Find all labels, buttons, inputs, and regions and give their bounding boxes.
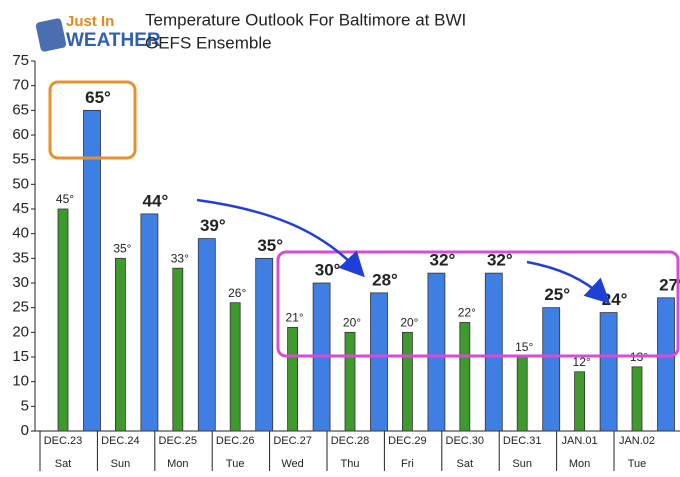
- y-tick-label: 75: [12, 52, 29, 69]
- arrow: [196, 198, 365, 278]
- data-label: 25°: [544, 285, 570, 304]
- bar: [631, 366, 643, 432]
- bar: [255, 257, 274, 432]
- x-day-label: Mon: [167, 458, 188, 470]
- bar: [459, 322, 471, 432]
- bar: [427, 272, 446, 432]
- highlight-box: [276, 250, 680, 358]
- x-day-label: Sun: [512, 458, 532, 470]
- y-tick-label: 50: [12, 175, 29, 192]
- y-tick-label: 10: [12, 373, 29, 390]
- x-tick-label: DEC.31: [503, 435, 542, 447]
- x-tick-label: DEC.30: [446, 435, 485, 447]
- bar: [197, 238, 216, 432]
- data-label: 65°: [85, 88, 111, 107]
- bar: [542, 307, 561, 432]
- x-tick-label: DEC.29: [388, 435, 427, 447]
- chart-title: Temperature Outlook For Baltimore at BWI: [145, 10, 466, 29]
- y-tick-label: 55: [12, 151, 29, 168]
- data-label: 45°: [56, 192, 74, 206]
- data-label: 28°: [372, 270, 398, 289]
- bar: [115, 257, 126, 432]
- x-tick-label: DEC.24: [101, 435, 140, 447]
- bar: [57, 208, 69, 432]
- highlight-box: [48, 80, 137, 160]
- x-day-label: Sat: [55, 458, 72, 470]
- x-tick-label: DEC.25: [159, 435, 198, 447]
- bar: [484, 272, 503, 432]
- data-label: 22°: [458, 306, 476, 320]
- data-label: 20°: [343, 316, 361, 330]
- data-label: 33°: [171, 251, 189, 265]
- data-label: 21°: [286, 311, 304, 325]
- y-tick-label: 35: [12, 249, 29, 266]
- y-tick-label: 0: [21, 422, 29, 439]
- bar: [287, 326, 299, 432]
- x-day-label: Tue: [226, 458, 245, 470]
- data-label: 32°: [430, 251, 456, 270]
- logo: Just In WEATHER: [35, 13, 161, 52]
- bar: [599, 312, 618, 432]
- x-day-label: Thu: [341, 458, 360, 470]
- y-tick-label: 15: [12, 348, 29, 365]
- data-label: 35°: [257, 236, 283, 255]
- x-day-label: Sat: [457, 458, 474, 470]
- x-day-label: Wed: [281, 458, 303, 470]
- x-tick-label: DEC.28: [331, 435, 370, 447]
- bar: [140, 213, 159, 432]
- x-day-label: Mon: [569, 458, 590, 470]
- data-label: 39°: [200, 216, 226, 235]
- bar: [229, 302, 241, 432]
- x-tick-label: DEC.26: [216, 435, 255, 447]
- bar: [344, 331, 356, 432]
- data-label: 44°: [143, 191, 169, 210]
- data-label: 26°: [228, 286, 246, 300]
- data-label: 35°: [113, 242, 131, 256]
- data-label: 32°: [487, 251, 513, 270]
- x-tick-label: JAN.02: [619, 435, 655, 447]
- y-tick-label: 65: [12, 101, 29, 118]
- y-tick-label: 40: [12, 225, 29, 242]
- bar: [516, 356, 528, 432]
- x-tick-label: DEC.27: [273, 435, 312, 447]
- x-day-label: Fri: [401, 458, 414, 470]
- data-label: 30°: [315, 260, 341, 279]
- data-label: 15°: [515, 340, 533, 354]
- bar: [401, 331, 413, 432]
- data-label: 24°: [602, 290, 628, 309]
- bar: [370, 292, 388, 432]
- x-tick-label: DEC.23: [44, 435, 83, 447]
- x-day-label: Sun: [111, 458, 131, 470]
- y-tick-label: 70: [12, 77, 29, 94]
- y-tick-label: 30: [12, 274, 29, 291]
- y-tick-label: 5: [21, 397, 29, 414]
- logo-text: Just In: [66, 13, 114, 30]
- bar: [657, 297, 675, 432]
- data-label: 27°: [659, 275, 680, 294]
- data-label: 12°: [573, 355, 591, 369]
- bar: [83, 109, 101, 432]
- arrow: [526, 260, 611, 304]
- logo-text: WEATHER: [66, 30, 161, 51]
- y-tick-label: 20: [12, 323, 29, 340]
- chart-subtitle: GEFS Ensemble: [145, 33, 272, 52]
- data-label: 20°: [400, 316, 418, 330]
- bar: [574, 371, 585, 432]
- bar: [172, 267, 184, 432]
- y-tick-label: 45: [12, 200, 29, 217]
- x-tick-label: JAN.01: [562, 435, 598, 447]
- x-day-label: Tue: [628, 458, 647, 470]
- y-tick-label: 60: [12, 126, 29, 143]
- y-tick-label: 25: [12, 299, 29, 316]
